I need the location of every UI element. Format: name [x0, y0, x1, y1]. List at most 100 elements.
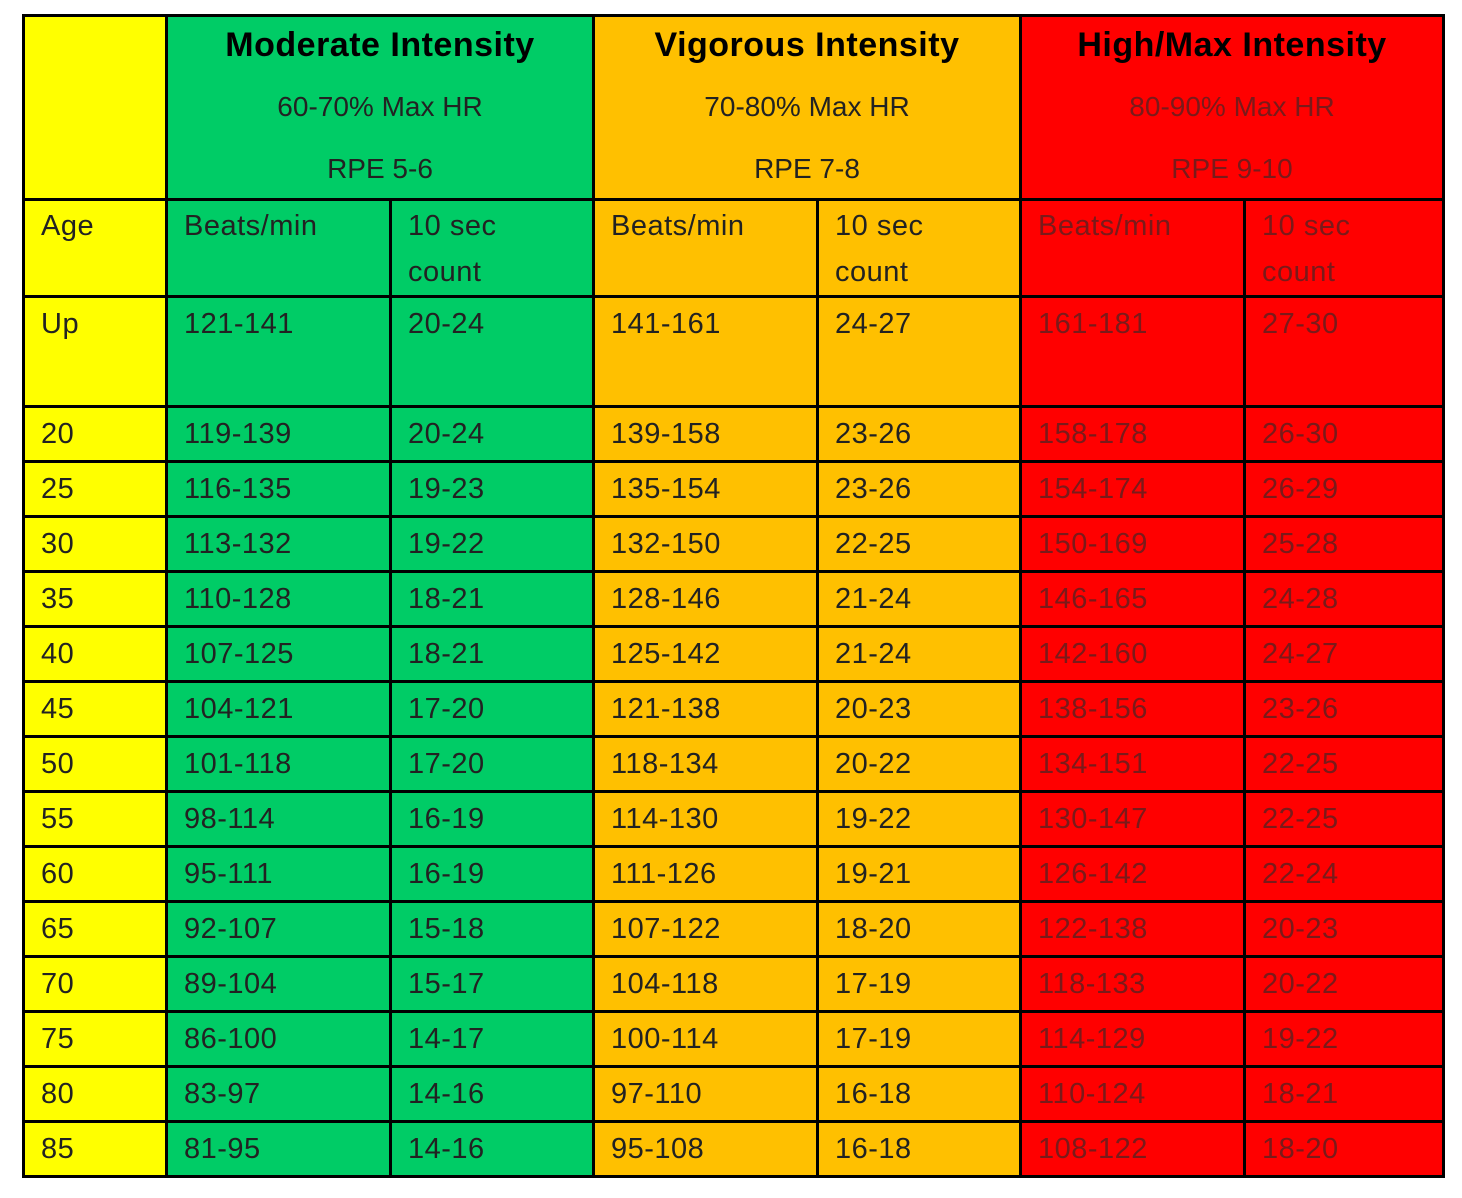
- age-cell: 40: [22, 625, 168, 683]
- high-count-cell: 26-29: [1243, 460, 1445, 518]
- ten-sec-count-header: 10 sec count: [816, 198, 1022, 298]
- corner-cell: [22, 14, 168, 201]
- heart-rate-zone-table: Moderate Intensity 60-70% Max HR RPE 5-6…: [22, 14, 1445, 1178]
- age-cell: Up: [22, 295, 168, 408]
- vigorous-count-cell: 21-24: [816, 625, 1022, 683]
- high-count-cell: 19-22: [1243, 1010, 1445, 1068]
- age-cell: 60: [22, 845, 168, 903]
- high-beats-cell: 146-165: [1019, 570, 1246, 628]
- high-beats-cell: 114-129: [1019, 1010, 1246, 1068]
- vigorous-beats-cell: 132-150: [592, 515, 819, 573]
- table-row: 25 116-135 19-23 135-154 23-26 154-174 26-29: [22, 460, 1445, 518]
- vigorous-beats-cell: 95-108: [592, 1120, 819, 1178]
- zone-title: High/Max Intensity: [1077, 26, 1387, 64]
- moderate-count-cell: 17-20: [389, 735, 595, 793]
- moderate-count-cell: 15-18: [389, 900, 595, 958]
- high-count-cell: 23-26: [1243, 680, 1445, 738]
- high-beats-cell: 108-122: [1019, 1120, 1246, 1178]
- moderate-count-cell: 14-16: [389, 1120, 595, 1178]
- high-beats-cell: 150-169: [1019, 515, 1246, 573]
- moderate-beats-cell: 86-100: [165, 1010, 392, 1068]
- high-beats-cell: 126-142: [1019, 845, 1246, 903]
- high-beats-cell: 130-147: [1019, 790, 1246, 848]
- vigorous-beats-cell: 107-122: [592, 900, 819, 958]
- age-cell: 25: [22, 460, 168, 518]
- zone-rpe: RPE 5-6: [327, 153, 433, 184]
- high-count-cell: 22-24: [1243, 845, 1445, 903]
- high-beats-cell: 154-174: [1019, 460, 1246, 518]
- vigorous-beats-cell: 97-110: [592, 1065, 819, 1123]
- moderate-count-cell: 19-22: [389, 515, 595, 573]
- table-row: Up 121-141 20-24 141-161 24-27 161-181 27-30: [22, 295, 1445, 408]
- moderate-beats-cell: 89-104: [165, 955, 392, 1013]
- zone-hr-range: 60-70% Max HR: [277, 91, 483, 122]
- age-cell: 80: [22, 1065, 168, 1123]
- zone-header-vigorous: Vigorous Intensity 70-80% Max HR RPE 7-8: [592, 14, 1022, 201]
- zone-title: Moderate Intensity: [225, 26, 535, 64]
- table-row: 30 113-132 19-22 132-150 22-25 150-169 25-28: [22, 515, 1445, 573]
- high-beats-cell: 134-151: [1019, 735, 1246, 793]
- age-cell: 45: [22, 680, 168, 738]
- high-count-cell: 27-30: [1243, 295, 1445, 408]
- zone-header-row: Moderate Intensity 60-70% Max HR RPE 5-6…: [22, 14, 1445, 201]
- moderate-count-cell: 16-19: [389, 790, 595, 848]
- table-row: 80 83-97 14-16 97-110 16-18 110-124 18-21: [22, 1065, 1445, 1123]
- high-beats-cell: 142-160: [1019, 625, 1246, 683]
- moderate-beats-cell: 104-121: [165, 680, 392, 738]
- vigorous-count-cell: 21-24: [816, 570, 1022, 628]
- age-cell: 35: [22, 570, 168, 628]
- high-beats-cell: 161-181: [1019, 295, 1246, 408]
- table-row: 20 119-139 20-24 139-158 23-26 158-178 26-30: [22, 405, 1445, 463]
- moderate-beats-cell: 113-132: [165, 515, 392, 573]
- vigorous-beats-cell: 128-146: [592, 570, 819, 628]
- age-cell: 70: [22, 955, 168, 1013]
- moderate-beats-cell: 98-114: [165, 790, 392, 848]
- moderate-beats-cell: 81-95: [165, 1120, 392, 1178]
- high-count-cell: 26-30: [1243, 405, 1445, 463]
- table-row: 65 92-107 15-18 107-122 18-20 122-138 20-23: [22, 900, 1445, 958]
- moderate-count-cell: 16-19: [389, 845, 595, 903]
- age-cell: 85: [22, 1120, 168, 1178]
- moderate-count-cell: 20-24: [389, 405, 595, 463]
- vigorous-beats-cell: 104-118: [592, 955, 819, 1013]
- moderate-beats-cell: 95-111: [165, 845, 392, 903]
- moderate-count-cell: 14-17: [389, 1010, 595, 1068]
- vigorous-beats-cell: 125-142: [592, 625, 819, 683]
- high-count-cell: 25-28: [1243, 515, 1445, 573]
- moderate-count-cell: 14-16: [389, 1065, 595, 1123]
- moderate-count-cell: 18-21: [389, 570, 595, 628]
- age-cell: 55: [22, 790, 168, 848]
- age-cell: 20: [22, 405, 168, 463]
- vigorous-beats-cell: 114-130: [592, 790, 819, 848]
- high-count-cell: 24-27: [1243, 625, 1445, 683]
- moderate-beats-cell: 121-141: [165, 295, 392, 408]
- moderate-beats-cell: 83-97: [165, 1065, 392, 1123]
- zone-hr-range: 80-90% Max HR: [1129, 91, 1335, 122]
- moderate-beats-cell: 110-128: [165, 570, 392, 628]
- moderate-beats-cell: 107-125: [165, 625, 392, 683]
- vigorous-count-cell: 23-26: [816, 405, 1022, 463]
- moderate-beats-cell: 92-107: [165, 900, 392, 958]
- age-cell: 65: [22, 900, 168, 958]
- vigorous-beats-cell: 121-138: [592, 680, 819, 738]
- table-row: 70 89-104 15-17 104-118 17-19 118-133 20-22: [22, 955, 1445, 1013]
- vigorous-beats-cell: 135-154: [592, 460, 819, 518]
- zone-header-high-max: High/Max Intensity 80-90% Max HR RPE 9-1…: [1019, 14, 1445, 201]
- table-row: 35 110-128 18-21 128-146 21-24 146-165 24-28: [22, 570, 1445, 628]
- vigorous-count-cell: 19-21: [816, 845, 1022, 903]
- vigorous-beats-cell: 100-114: [592, 1010, 819, 1068]
- vigorous-beats-cell: 118-134: [592, 735, 819, 793]
- vigorous-beats-cell: 111-126: [592, 845, 819, 903]
- age-cell: 75: [22, 1010, 168, 1068]
- high-beats-cell: 118-133: [1019, 955, 1246, 1013]
- zone-rpe: RPE 7-8: [754, 153, 860, 184]
- table-row: 75 86-100 14-17 100-114 17-19 114-129 19-22: [22, 1010, 1445, 1068]
- high-beats-cell: 122-138: [1019, 900, 1246, 958]
- high-count-cell: 22-25: [1243, 790, 1445, 848]
- high-count-cell: 18-21: [1243, 1065, 1445, 1123]
- vigorous-beats-cell: 139-158: [592, 405, 819, 463]
- moderate-count-cell: 18-21: [389, 625, 595, 683]
- table-row: 85 81-95 14-16 95-108 16-18 108-122 18-20: [22, 1120, 1445, 1178]
- high-count-cell: 20-23: [1243, 900, 1445, 958]
- vigorous-count-cell: 19-22: [816, 790, 1022, 848]
